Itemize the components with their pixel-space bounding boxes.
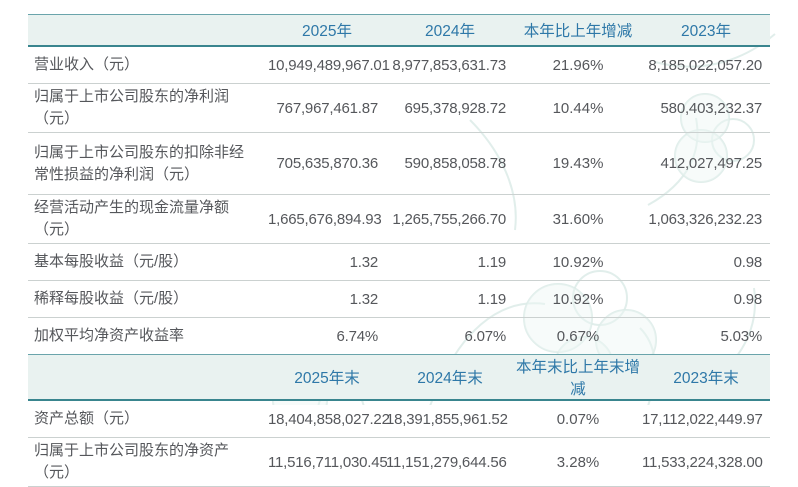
value-2023: 412,027,497.25 — [642, 132, 770, 195]
key-financials-table: 2025年 2024年 本年比上年增减 2023年 营业收入（元） 10,949… — [28, 14, 770, 487]
row-label: 归属于上市公司股东的净资产（元） — [28, 437, 268, 487]
table-row-diluted-eps: 稀释每股收益（元/股） 1.32 1.19 10.92% 0.98 — [28, 280, 770, 318]
value-2023: 1,063,326,232.23 — [642, 194, 770, 244]
value-2023: 17,112,022,449.97 — [642, 400, 770, 438]
value-2023: 580,403,232.37 — [642, 83, 770, 133]
value-2023: 11,533,224,328.00 — [642, 437, 770, 487]
header-blank-cell — [28, 354, 268, 401]
value-2025: 705,635,870.36 — [268, 132, 386, 195]
value-2024: 6.07% — [464, 327, 506, 345]
value-change: 0.07% — [514, 400, 642, 438]
table-row-net-profit: 归属于上市公司股东的净利润（元） 767,967,461.87 695,378,… — [28, 83, 770, 133]
value-change: 31.60% — [514, 194, 642, 244]
value-2023: 0.98 — [642, 243, 770, 281]
section1-header-row: 2025年 2024年 本年比上年增减 2023年 — [28, 14, 770, 47]
col-header-2023-end: 2023年末 — [642, 354, 770, 401]
value-2025: 6.74% — [336, 327, 378, 345]
value-2024: 590,858,058.78 — [386, 132, 514, 195]
table-row-net-profit-deducted: 归属于上市公司股东的扣除非经常性损益的净利润（元） 705,635,870.36… — [28, 132, 770, 195]
table-row-operating-cash-flow: 经营活动产生的现金流量净额（元） 1,665,676,894.93 1,265,… — [28, 194, 770, 244]
value-2025: 18,404,858,027.22 — [268, 400, 390, 438]
row-label: 基本每股收益（元/股） — [28, 243, 268, 281]
col-header-2025: 2025年 — [268, 14, 386, 47]
value-change: 10.92% — [514, 280, 642, 318]
table-row-weighted-avg-roe: 加权平均净资产收益率 6.74% 6.07% 0.67% 5.03% — [28, 318, 770, 355]
value-2025: 10,949,489,967.01 — [268, 46, 390, 84]
value-change: 10.44% — [514, 83, 642, 133]
value-change: 0.67% — [556, 327, 600, 345]
row-label: 稀释每股收益（元/股） — [28, 280, 268, 318]
value-2024: 8,977,853,631.73 — [386, 46, 514, 84]
row-label: 营业收入（元） — [28, 46, 268, 84]
row-label: 经营活动产生的现金流量净额（元） — [28, 194, 268, 244]
col-header-2023: 2023年 — [642, 14, 770, 47]
value-2024: 11,151,279,644.56 — [386, 437, 514, 487]
header-blank-cell — [28, 14, 268, 47]
row-label: 加权平均净资产收益率 — [34, 327, 185, 344]
table-row-total-assets: 资产总额（元） 18,404,858,027.22 18,391,855,961… — [28, 400, 770, 438]
value-2025: 1.32 — [268, 243, 386, 281]
value-change: 19.43% — [514, 132, 642, 195]
value-2023: 8,185,022,057.20 — [642, 46, 770, 84]
value-2025: 1.32 — [268, 280, 386, 318]
col-header-yearend-change: 本年末比上年末增减 — [514, 354, 642, 401]
table-row-net-assets: 归属于上市公司股东的净资产（元） 11,516,711,030.45 11,15… — [28, 437, 770, 487]
section2-header-row: 2025年末 2024年末 本年末比上年末增减 2023年末 — [28, 354, 770, 401]
value-2024: 1.19 — [386, 280, 514, 318]
col-header-2024: 2024年 — [386, 14, 514, 47]
row-label: 资产总额（元） — [28, 400, 268, 438]
col-header-yoy-change: 本年比上年增减 — [514, 14, 642, 47]
row-label: 归属于上市公司股东的净利润（元） — [28, 83, 268, 133]
value-2024: 1.19 — [386, 243, 514, 281]
row-label: 归属于上市公司股东的扣除非经常性损益的净利润（元） — [28, 132, 268, 195]
value-2023: 0.98 — [642, 280, 770, 318]
value-2025: 11,516,711,030.45 — [268, 437, 388, 487]
value-change: 10.92% — [514, 243, 642, 281]
col-header-2025-end: 2025年末 — [268, 354, 386, 401]
col-header-2024-end: 2024年末 — [386, 354, 514, 401]
value-change: 21.96% — [514, 46, 642, 84]
value-2024: 18,391,855,961.52 — [386, 400, 514, 438]
table-row-basic-eps: 基本每股收益（元/股） 1.32 1.19 10.92% 0.98 — [28, 243, 770, 281]
value-2025: 1,665,676,894.93 — [268, 194, 386, 244]
value-2023: 5.03% — [720, 327, 762, 345]
value-2025: 767,967,461.87 — [268, 83, 386, 133]
table-row-revenue: 营业收入（元） 10,949,489,967.01 8,977,853,631.… — [28, 46, 770, 84]
value-2024: 1,265,755,266.70 — [386, 194, 514, 244]
value-2024: 695,378,928.72 — [386, 83, 514, 133]
value-change: 3.28% — [514, 437, 642, 487]
